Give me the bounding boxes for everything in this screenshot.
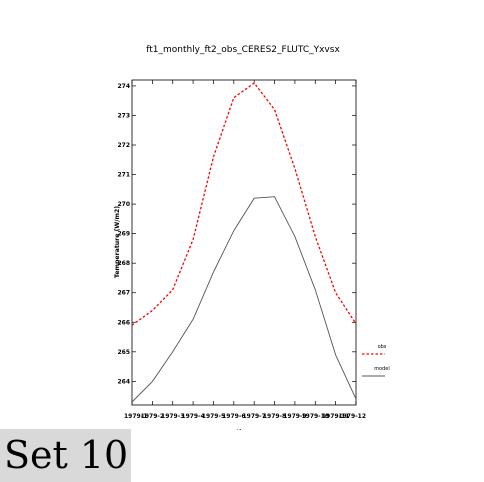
y-tick-label: 264 bbox=[117, 378, 130, 385]
y-tick-label: 266 bbox=[117, 319, 130, 326]
legend: obs model bbox=[362, 344, 390, 377]
set-label: Set 10 bbox=[0, 429, 131, 482]
x-axis-label: time bbox=[236, 429, 252, 430]
series-layer bbox=[131, 82, 357, 403]
series-line-obs bbox=[131, 82, 357, 326]
chart-title: ft1_monthly_ft2_obs_CERES2_FLUTC_Yxvsx bbox=[146, 45, 340, 55]
x-tick-label: 1979-3 bbox=[161, 413, 184, 420]
y-tick-label: 267 bbox=[117, 290, 130, 297]
y-tick-label: 272 bbox=[117, 142, 130, 149]
y-tick-label: 274 bbox=[117, 83, 130, 90]
y-tick-label: 265 bbox=[117, 349, 130, 356]
x-tick-label: 1979-7 bbox=[242, 413, 265, 420]
series-line-model bbox=[131, 196, 357, 403]
x-tick-label: 1979-5 bbox=[202, 413, 225, 420]
y-axis: 264 265 266 267 268 269 270 271 272 273 274 bbox=[117, 83, 356, 385]
x-tick-label: 1979-12 bbox=[338, 413, 366, 420]
legend-label-model: model bbox=[374, 366, 390, 372]
x-tick-label: 1979-9 bbox=[283, 413, 306, 420]
y-axis-label: Temperature (W/m2) bbox=[114, 206, 121, 278]
x-tick-label: 1979-4 bbox=[181, 413, 204, 420]
y-tick-label: 270 bbox=[117, 201, 130, 208]
plot-frame bbox=[131, 79, 357, 406]
chart-canvas: ft1_monthly_ft2_obs_CERES2_FLUTC_Yxvsx 2… bbox=[114, 45, 390, 430]
x-tick-label: 1979-1 bbox=[124, 413, 147, 420]
y-tick-label: 273 bbox=[117, 112, 130, 119]
x-tick-label: 1979-8 bbox=[263, 413, 286, 420]
y-tick-label: 268 bbox=[117, 260, 130, 267]
x-tick-label: 1979-6 bbox=[222, 413, 245, 420]
y-tick-label: 269 bbox=[117, 231, 130, 238]
x-tick-label: 1979-2 bbox=[141, 413, 164, 420]
y-tick-label: 271 bbox=[117, 172, 130, 179]
x-tick-label: 1979-11 bbox=[322, 413, 350, 420]
legend-label-obs: obs bbox=[378, 344, 387, 350]
x-axis: 1979-11979-21979-31979-41979-51979-61979… bbox=[124, 80, 366, 420]
x-tick-label: 1979-10 bbox=[301, 413, 329, 420]
